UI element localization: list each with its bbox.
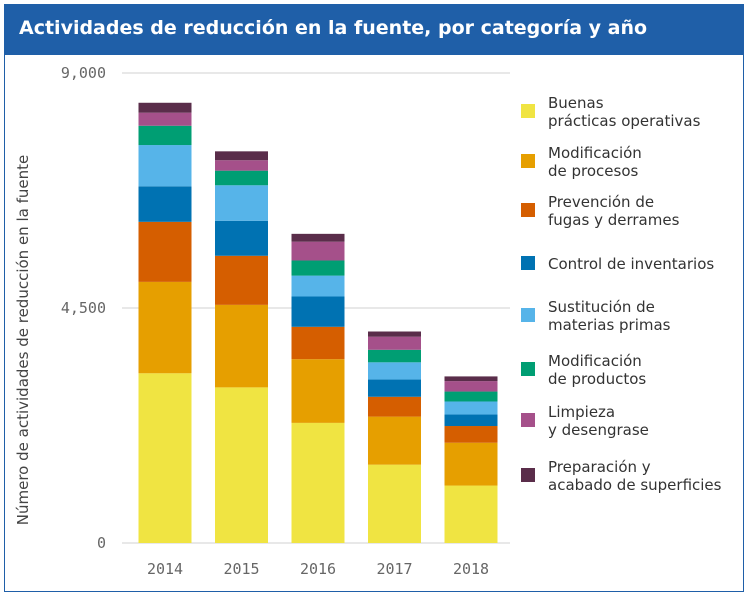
bar-segment: [444, 401, 498, 415]
axes: 0 4,500 9,000: [61, 64, 510, 552]
legend-swatch: [521, 154, 535, 168]
legend-label: de procesos: [548, 162, 639, 180]
bar-segment: [291, 422, 345, 543]
legend-swatch: [521, 362, 535, 376]
legend-label: Modificación: [548, 352, 642, 370]
bar-segment: [215, 151, 268, 161]
legend-label: fugas y derrames: [548, 211, 680, 229]
bar-segment: [368, 336, 421, 350]
bar-segment: [215, 304, 268, 388]
bar-segment: [215, 255, 268, 305]
chart-title: Actividades de reducción en la fuente, p…: [19, 17, 648, 39]
bar-segment: [215, 185, 268, 221]
bar-segment: [138, 186, 192, 222]
legend-swatch: [521, 104, 535, 118]
bar-segment: [368, 349, 421, 363]
legend-label: y desengrase: [548, 421, 649, 439]
legend-swatch: [521, 256, 535, 270]
x-tick-label: 2016: [300, 560, 336, 578]
bars: 2014 2015 2016 2017 2018: [138, 102, 498, 578]
x-tick-label: 2014: [147, 560, 183, 578]
legend-label: Prevención de: [548, 193, 654, 211]
legend-label: acabado de superficies: [548, 476, 722, 494]
legend-label: de productos: [548, 370, 646, 388]
x-tick-label: 2018: [453, 560, 489, 578]
bar-segment: [444, 376, 498, 382]
bar-segment: [291, 275, 345, 297]
bar-segment: [291, 326, 345, 360]
bar-segment: [368, 464, 421, 543]
legend-label: Sustitución de: [548, 298, 655, 316]
legend-label: Modificación: [548, 144, 642, 162]
bar-segment: [368, 379, 421, 397]
bar-segment: [444, 485, 498, 543]
bar-segment: [138, 125, 192, 146]
legend-swatch: [521, 413, 535, 427]
y-tick-label: 0: [97, 534, 106, 552]
bar-segment: [368, 396, 421, 417]
legend-label: Control de inventarios: [548, 255, 714, 273]
bar-segment: [444, 426, 498, 443]
bar-segment: [138, 373, 192, 543]
legend-swatch: [521, 468, 535, 482]
y-tick-label: 4,500: [61, 299, 106, 317]
legend-swatch: [521, 203, 535, 217]
legend-label: Preparación y: [548, 458, 651, 476]
bar-segment: [444, 381, 498, 392]
bar-segment: [291, 359, 345, 423]
y-tick-label: 9,000: [61, 64, 106, 82]
bar-segment: [215, 170, 268, 186]
bar-segment: [215, 160, 268, 171]
legend-label: Buenas: [548, 94, 604, 112]
bar-segment: [291, 260, 345, 276]
bar-segment: [291, 241, 345, 261]
bar-segment: [368, 331, 421, 337]
y-axis-label: Número de actividades de reducción en la…: [14, 155, 32, 525]
bar-segment: [444, 414, 498, 427]
legend-label: prácticas operativas: [548, 112, 701, 130]
bar-segment: [368, 416, 421, 465]
bar-segment: [291, 296, 345, 327]
bar-segment: [138, 221, 192, 282]
bar-segment: [291, 233, 345, 242]
bar-segment: [215, 387, 268, 543]
chart-header: Actividades de reducción en la fuente, p…: [5, 5, 743, 55]
bar-segment: [138, 145, 192, 187]
bar-segment: [444, 391, 498, 402]
legend-label: Limpieza: [548, 403, 615, 421]
legend-label: materias primas: [548, 316, 671, 334]
bar-segment: [444, 442, 498, 486]
bar-segment: [138, 102, 192, 113]
bar-segment: [215, 220, 268, 256]
legend-swatch: [521, 308, 535, 322]
bar-segment: [368, 362, 421, 380]
x-tick-label: 2017: [376, 560, 412, 578]
x-tick-label: 2015: [223, 560, 259, 578]
bar-segment: [138, 281, 192, 374]
bar-segment: [138, 112, 192, 126]
